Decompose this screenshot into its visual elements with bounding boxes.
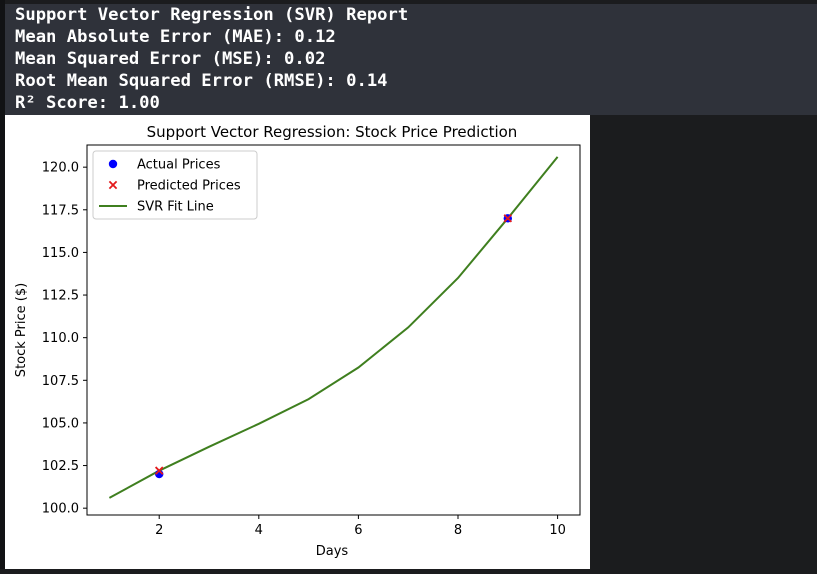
predicted-price-point — [503, 214, 513, 223]
report-mse: Mean Squared Error (MSE): 0.02 — [15, 49, 326, 69]
y-axis-label: Stock Price ($) — [14, 283, 29, 377]
y-tick-label: 120.0 — [42, 161, 79, 176]
predicted-x-stroke — [154, 466, 164, 475]
y-tick-label: 100.0 — [42, 502, 79, 517]
legend-predicted-marker — [108, 180, 118, 190]
legend-label: Predicted Prices — [137, 179, 241, 194]
report-output: Support Vector Regression (SVR) Report M… — [5, 4, 817, 115]
y-tick-label: 112.5 — [42, 289, 79, 304]
x-tick-label: 4 — [255, 523, 263, 538]
report-rmse: Root Mean Squared Error (RMSE): 0.14 — [15, 71, 388, 91]
y-tick-label: 117.5 — [42, 203, 79, 218]
plot-area — [86, 144, 581, 516]
legend-label: SVR Fit Line — [137, 200, 214, 215]
chart-figure: Support Vector Regression: Stock Price P… — [5, 115, 590, 569]
predicted-price-point — [154, 466, 164, 475]
svr-fit-line — [108, 156, 559, 499]
x-tick-label: 2 — [155, 523, 163, 538]
y-tick-label: 102.5 — [42, 459, 79, 474]
x-tick-label: 10 — [549, 523, 566, 538]
y-tick-label: 115.0 — [42, 246, 79, 261]
report-mae: Mean Absolute Error (MAE): 0.12 — [15, 27, 336, 47]
window-edge — [0, 0, 5, 569]
svr-chart: Support Vector Regression: Stock Price P… — [14, 123, 581, 559]
legend-label: Actual Prices — [137, 158, 221, 173]
y-tick-label: 110.0 — [42, 331, 79, 346]
y-tick-label: 105.0 — [42, 416, 79, 431]
report-title: Support Vector Regression (SVR) Report — [15, 5, 409, 25]
chart-title: Support Vector Regression: Stock Price P… — [147, 123, 518, 141]
chart-legend: Actual Prices Predicted Prices SVR Fit Lin… — [92, 150, 258, 220]
x-axis-label: Days — [316, 544, 349, 559]
chart-marks — [108, 156, 559, 499]
x-tick-label: 6 — [354, 523, 362, 538]
y-tick-label: 107.5 — [42, 374, 79, 389]
axes: 2 4 6 8 10 100.0 102.5 105.0 107.5 110.0 112.5 115.… — [42, 161, 566, 538]
legend-actual-marker — [108, 159, 118, 169]
predicted-x-stroke — [503, 214, 513, 223]
empty-output-area — [590, 115, 817, 569]
legend-box — [92, 150, 258, 220]
report-r2: R² Score: 1.00 — [15, 93, 160, 113]
x-tick-label: 8 — [454, 523, 462, 538]
